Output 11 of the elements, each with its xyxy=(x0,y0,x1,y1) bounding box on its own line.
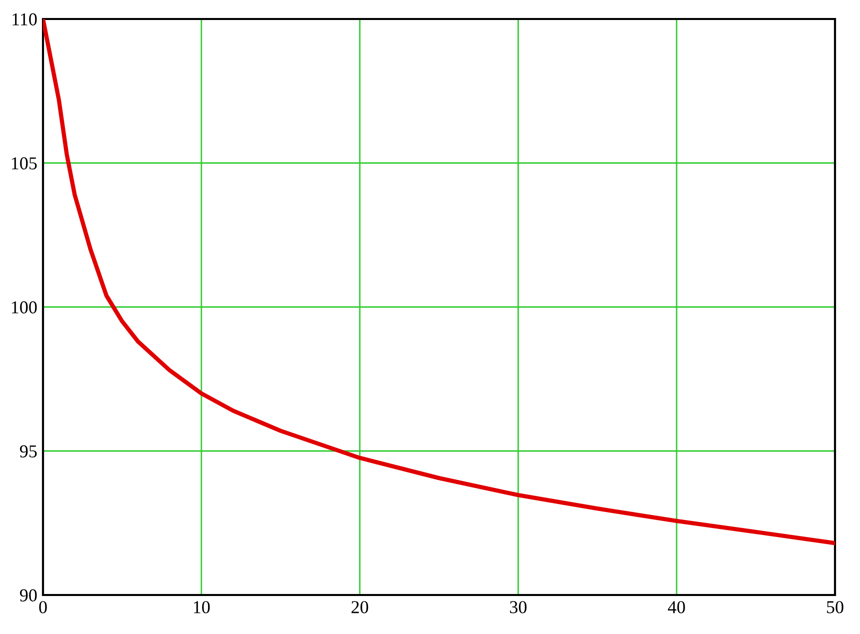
y-tick-label: 105 xyxy=(12,157,37,170)
x-tick-label: 10 xyxy=(194,601,210,614)
x-tick-label: 40 xyxy=(668,601,685,614)
x-tick-label: 30 xyxy=(510,601,527,614)
x-tick-label: 0 xyxy=(39,601,47,614)
y-tick-label: 95 xyxy=(20,445,37,458)
y-tick-label: 110 xyxy=(12,13,37,26)
y-tick-label: 90 xyxy=(20,589,37,602)
y-tick-label: 100 xyxy=(12,301,37,314)
x-tick-label: 20 xyxy=(352,601,368,614)
x-tick-label: 50 xyxy=(827,601,844,614)
